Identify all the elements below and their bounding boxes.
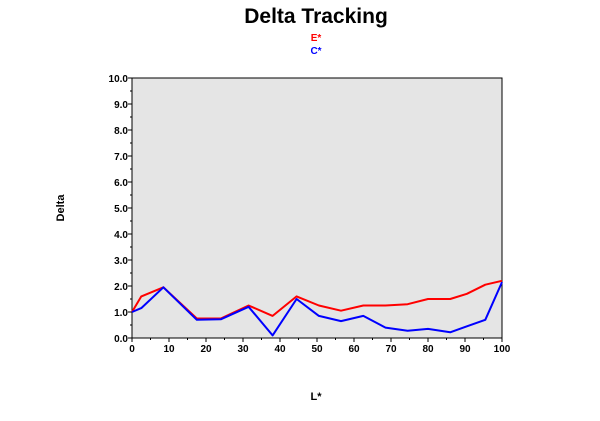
y-tick-label: 4.0 bbox=[114, 230, 128, 241]
x-tick-label: 0 bbox=[129, 344, 135, 355]
x-axis-label: L* bbox=[311, 391, 323, 403]
x-tick-label: 60 bbox=[348, 344, 360, 355]
y-tick-label: 1.0 bbox=[114, 308, 128, 319]
x-tick-label: 40 bbox=[274, 344, 286, 355]
series-layer bbox=[131, 279, 503, 337]
y-tick-label: 6.0 bbox=[114, 178, 128, 189]
chart-title: Delta Tracking bbox=[244, 5, 388, 28]
x-tick-label: 90 bbox=[459, 344, 471, 355]
legend-entry-e: E* bbox=[311, 33, 322, 44]
x-tick-label: 30 bbox=[237, 344, 249, 355]
y-tick-label: 9.0 bbox=[114, 100, 128, 111]
series-line-c bbox=[131, 281, 503, 337]
x-tick-label: 100 bbox=[494, 344, 511, 355]
y-tick-label: 3.0 bbox=[114, 256, 128, 267]
y-tick-label: 7.0 bbox=[114, 152, 128, 163]
y-tick-label: 10.0 bbox=[109, 74, 129, 85]
legend-entry-c: C* bbox=[310, 46, 321, 57]
x-tick-label: 50 bbox=[311, 344, 323, 355]
y-tick-label: 5.0 bbox=[114, 204, 128, 215]
x-tick-label: 20 bbox=[200, 344, 212, 355]
y-axis-label: Delta bbox=[55, 194, 67, 222]
x-tick-label: 10 bbox=[163, 344, 175, 355]
x-tick-label: 80 bbox=[422, 344, 434, 355]
y-axis: 0.0 1.0 2.0 3.0 4.0 5.0 6.0 7.0 8.0 9.0 10.0 bbox=[109, 74, 132, 345]
y-tick-label: 8.0 bbox=[114, 126, 128, 137]
y-tick-label: 2.0 bbox=[114, 282, 128, 293]
y-tick-label: 0.0 bbox=[114, 334, 128, 345]
plot-area bbox=[131, 77, 503, 339]
x-axis: 0 10 20 30 40 50 60 70 80 90 100 bbox=[129, 338, 511, 355]
x-tick-label: 70 bbox=[385, 344, 397, 355]
